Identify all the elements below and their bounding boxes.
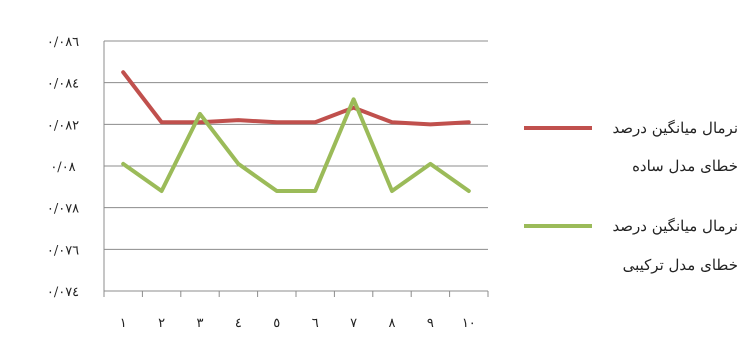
x-tick-label: ٨ <box>389 316 396 331</box>
x-tick-label: ٩ <box>427 316 434 331</box>
legend-label-1: نرمال میانگین درصد <box>612 119 738 137</box>
x-tick-labels: ١ ٢ ٣ ٤ ٥ ٦ ٧ ٨ ٩ ١٠ <box>120 316 476 331</box>
y-tick-label: ٠/٠٨ <box>50 160 75 175</box>
axes <box>103 41 489 297</box>
legend: نرمال میانگین درصد خطای مدل ساده نرمال میا… <box>524 119 738 274</box>
y-tick-label: ٠/٠٨٢ <box>47 118 79 133</box>
legend-label-1: خطای مدل ساده <box>632 157 738 175</box>
y-tick-label: ٠/٠٨٤ <box>47 77 79 92</box>
y-tick-label: ٠/٠٧٨ <box>47 202 79 217</box>
x-tick-label: ٢ <box>158 316 165 331</box>
x-tick-label: ٣ <box>197 316 204 331</box>
series-line-2 <box>121 97 471 193</box>
legend-label-2: نرمال میانگین درصد <box>612 217 738 235</box>
x-tick-label: ١ <box>120 316 127 331</box>
x-tick-label: ٤ <box>235 316 242 331</box>
y-tick-labels: ٠/٠٧٤ ٠/٠٧٦ ٠/٠٧٨ ٠/٠٨ ٠/٠٨٢ ٠/٠٨٤ ٠/٠٨٦ <box>47 35 79 300</box>
x-tick-label: ٦ <box>312 316 319 331</box>
x-tick-label: ٧ <box>350 316 357 331</box>
legend-label-2: خطای مدل ترکیبی <box>623 256 738 274</box>
x-tick-label: ١٠ <box>462 316 476 331</box>
gridlines <box>104 40 488 292</box>
x-tick-label: ٥ <box>273 316 280 331</box>
series-lines <box>121 70 471 193</box>
y-tick-label: ٠/٠٨٦ <box>47 35 79 50</box>
y-tick-label: ٠/٠٧٤ <box>47 285 79 300</box>
y-tick-label: ٠/٠٧٦ <box>47 243 79 258</box>
series-line-1 <box>121 70 471 127</box>
